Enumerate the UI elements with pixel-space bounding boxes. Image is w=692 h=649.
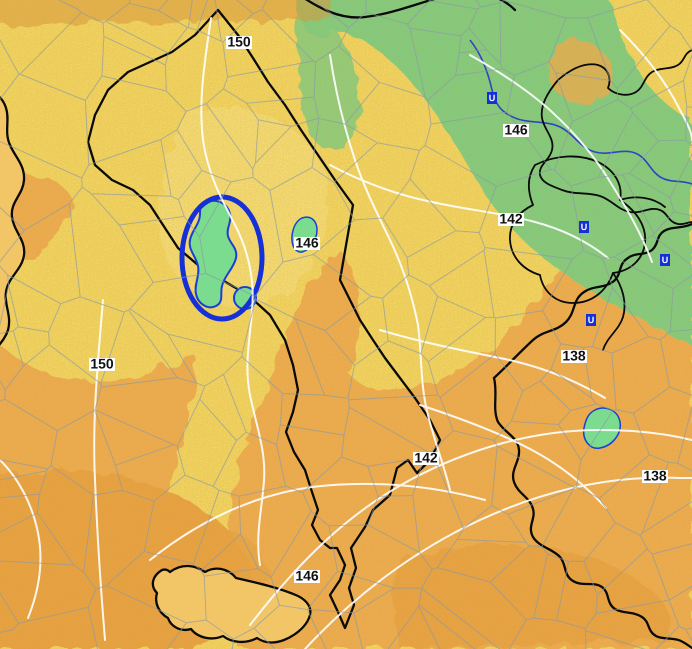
svg-text:142: 142	[499, 211, 523, 227]
svg-text:U: U	[588, 315, 595, 325]
svg-text:138: 138	[562, 348, 586, 364]
svg-text:138: 138	[643, 468, 667, 484]
svg-text:142: 142	[414, 450, 438, 466]
svg-text:U: U	[662, 255, 669, 265]
svg-text:146: 146	[295, 568, 319, 584]
svg-text:150: 150	[90, 356, 114, 372]
svg-text:U: U	[581, 222, 588, 232]
svg-text:146: 146	[295, 235, 319, 251]
svg-text:146: 146	[504, 122, 528, 138]
svg-text:U: U	[489, 93, 496, 103]
svg-text:150: 150	[227, 34, 251, 50]
